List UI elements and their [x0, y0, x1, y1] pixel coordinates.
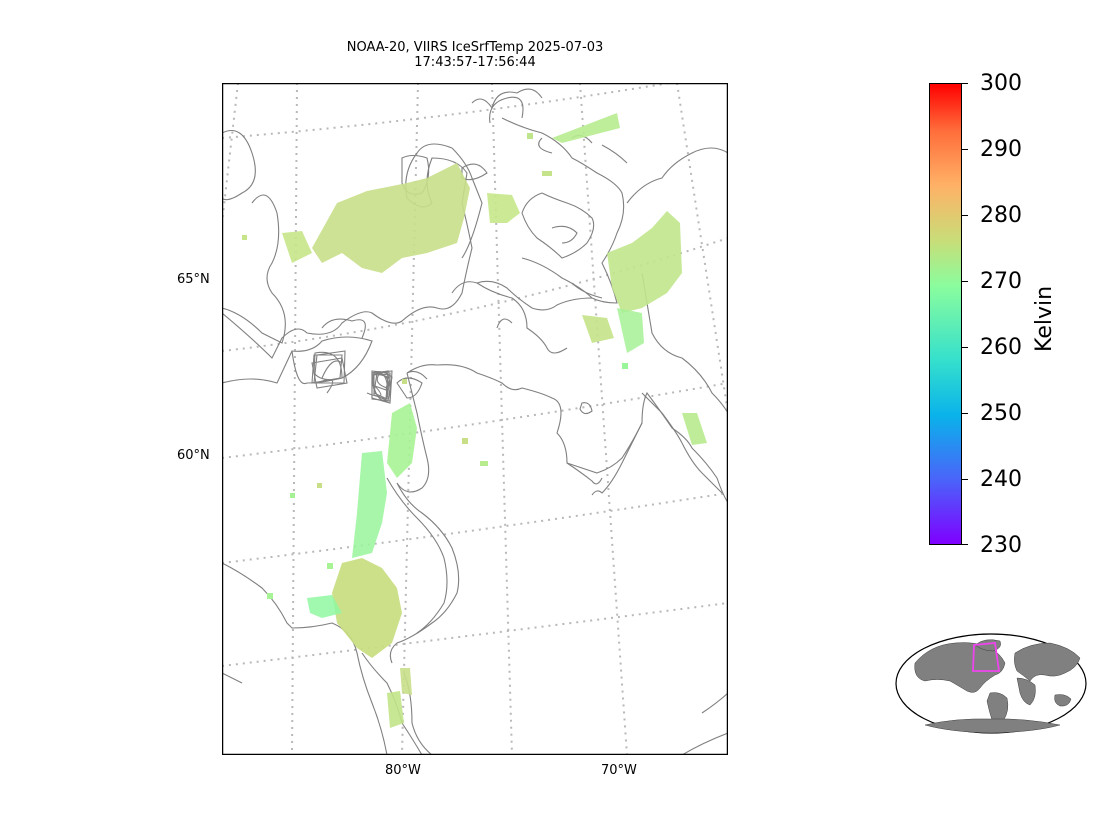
data-patch: [400, 668, 412, 695]
data-pixel: [542, 171, 552, 176]
colorbar-tick-label: 240: [980, 467, 1022, 492]
data-patch: [582, 315, 614, 343]
lon-label-70w: 70°W: [601, 763, 637, 778]
locator-globe-svg: [895, 633, 1087, 734]
map-panel: [221, 82, 729, 756]
lon-label-80w: 80°W: [385, 763, 421, 778]
globe-landmasses: [914, 639, 1081, 734]
data-patch: [617, 308, 644, 353]
coastlines: [222, 88, 728, 755]
colorbar-tick-label: 300: [980, 71, 1022, 96]
colorbar-tick: [962, 149, 968, 150]
data-pixel: [527, 133, 533, 139]
colorbar-tick-label: 260: [980, 335, 1022, 360]
data-patch: [552, 113, 620, 143]
temperature-data-layer: [242, 113, 707, 728]
plot-title: NOAA-20, VIIRS IceSrfTemp 2025-07-03 17:…: [222, 40, 728, 70]
colorbar-tick: [962, 347, 968, 348]
data-patch: [387, 691, 404, 728]
map-canvas: [221, 82, 729, 756]
colorbar-tick: [962, 544, 968, 545]
data-patch: [352, 451, 387, 558]
data-pixel: [290, 493, 295, 498]
colorbar-tick: [962, 281, 968, 282]
colorbar: [929, 83, 962, 545]
graticule: [222, 83, 728, 755]
colorbar-unit-label: Kelvin: [1032, 285, 1057, 352]
data-pixel: [327, 563, 333, 569]
data-patch: [332, 558, 402, 658]
data-pixel: [402, 379, 407, 384]
data-patch: [387, 403, 417, 478]
colorbar-tick-label: 250: [980, 401, 1022, 426]
lat-label-60n: 60°N: [177, 448, 210, 463]
data-pixel: [267, 593, 273, 599]
colorbar-tick: [962, 479, 968, 480]
title-line-1: NOAA-20, VIIRS IceSrfTemp 2025-07-03: [346, 40, 604, 55]
data-patch: [487, 193, 520, 223]
colorbar-tick: [962, 413, 968, 414]
data-patch: [312, 163, 470, 273]
lat-label-65n: 65°N: [177, 272, 210, 287]
data-patch: [607, 211, 682, 313]
locator-highlight-box: [972, 642, 1001, 672]
data-patch: [307, 595, 342, 618]
data-patch: [282, 231, 312, 263]
map-frame: [221, 82, 729, 756]
data-pixel: [622, 363, 628, 369]
data-pixel: [480, 461, 488, 466]
data-pixel: [317, 483, 322, 488]
colorbar-tick: [962, 215, 968, 216]
colorbar-tick-label: 270: [980, 269, 1022, 294]
colorbar-tick: [962, 83, 968, 84]
data-pixel: [242, 235, 247, 240]
colorbar-tick-label: 280: [980, 203, 1022, 228]
title-line-2: 17:43:57-17:56:44: [414, 55, 536, 70]
locator-globe: [895, 633, 1087, 734]
data-pixel: [462, 438, 468, 444]
data-patch: [682, 413, 707, 445]
colorbar-tick-label: 230: [980, 533, 1022, 558]
colorbar-tick-label: 290: [980, 137, 1022, 162]
